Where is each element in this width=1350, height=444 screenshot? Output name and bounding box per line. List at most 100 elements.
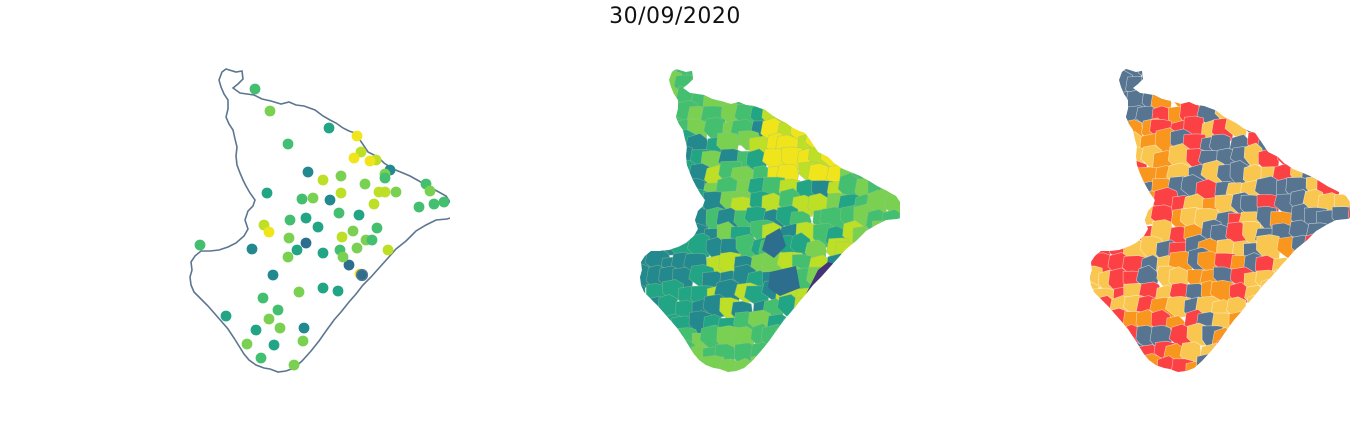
municipality-polygon [820, 330, 849, 355]
municipality-polygon [883, 299, 900, 326]
value-point [428, 198, 440, 210]
municipality-polygon [766, 85, 789, 108]
municipality-polygon [640, 361, 654, 372]
municipality-polygon [884, 105, 900, 131]
municipality-polygon [1276, 354, 1301, 372]
municipality-polygon [640, 69, 651, 84]
value-point [300, 237, 312, 249]
municipality-polygon [821, 131, 848, 154]
municipality-polygon [1090, 327, 1101, 349]
value-point [263, 226, 275, 238]
municipality-polygon [855, 283, 881, 308]
municipality-polygon [1258, 73, 1283, 96]
municipality-polygon [1200, 87, 1222, 108]
municipality-polygon [839, 69, 868, 77]
cont-municipalities [625, 69, 900, 399]
value-point [337, 251, 349, 263]
municipality-polygon [717, 69, 741, 85]
municipality-polygon [1303, 232, 1328, 258]
municipality-polygon [640, 84, 655, 110]
municipality-polygon [852, 264, 878, 291]
municipality-polygon [1090, 209, 1100, 235]
municipality-polygon [691, 72, 716, 96]
municipality-polygon [674, 374, 699, 399]
municipality-polygon [1245, 326, 1272, 353]
municipality-polygon [1106, 106, 1129, 127]
municipality-polygon [750, 69, 776, 77]
municipality-polygon [1228, 73, 1252, 101]
municipality-polygon [1104, 207, 1128, 235]
municipality-polygon [1090, 342, 1106, 372]
municipality-polygon [825, 358, 848, 372]
value-point [353, 209, 365, 221]
municipality-polygon [879, 86, 900, 108]
municipality-polygon [640, 296, 648, 324]
value-point [268, 339, 280, 351]
municipality-polygon [1090, 355, 1108, 372]
municipality-polygon [675, 339, 696, 367]
municipality-polygon [1321, 284, 1346, 306]
value-point [413, 201, 425, 213]
municipality-polygon [1090, 177, 1105, 199]
municipality-polygon [1090, 296, 1104, 321]
municipality-polygon [1239, 356, 1261, 372]
municipality-polygon [1106, 115, 1128, 142]
municipality-polygon [1258, 369, 1282, 372]
municipality-polygon [1227, 369, 1250, 372]
municipality-polygon [1274, 100, 1299, 126]
municipality-polygon [1151, 70, 1179, 96]
value-point [335, 170, 347, 182]
municipality-polygon [1091, 87, 1119, 114]
municipality-polygon [1270, 309, 1295, 335]
municipality-polygon [1092, 75, 1118, 101]
municipality-polygon [1304, 307, 1327, 333]
value-point [274, 322, 286, 334]
municipality-polygon [641, 343, 667, 368]
value-point [312, 221, 324, 233]
municipality-polygon [1109, 135, 1137, 160]
municipality-polygon [640, 206, 664, 227]
municipality-polygon [1090, 176, 1116, 199]
municipality-polygon [811, 313, 832, 341]
value-point [307, 192, 319, 204]
municipality-polygon [672, 209, 697, 235]
municipality-polygon [1090, 189, 1099, 219]
value-point [283, 232, 295, 244]
municipality-polygon [643, 135, 670, 160]
municipality-polygon [1335, 295, 1350, 317]
municipality-polygon [1093, 323, 1118, 353]
municipality-polygon [643, 190, 666, 216]
municipality-polygon [672, 361, 696, 372]
municipality-polygon [1277, 298, 1298, 329]
municipality-polygon [640, 104, 662, 129]
municipality-polygon [1111, 371, 1134, 372]
municipality-polygon [1315, 301, 1338, 327]
municipality-polygon [1245, 309, 1271, 336]
municipality-polygon [1216, 82, 1241, 107]
municipality-polygon [1258, 277, 1282, 307]
municipality-polygon [1090, 118, 1097, 139]
municipality-polygon [819, 118, 848, 147]
municipality-polygon [640, 356, 665, 372]
municipality-polygon [1096, 342, 1121, 363]
municipality-polygon [825, 314, 851, 339]
municipality-polygon [1111, 359, 1135, 372]
municipality-polygon [1202, 370, 1226, 372]
municipality-polygon [870, 326, 896, 351]
municipality-polygon [625, 373, 647, 394]
municipality-polygon [751, 367, 775, 372]
value-point [288, 359, 300, 371]
municipality-polygon [796, 101, 823, 126]
municipality-polygon [1107, 340, 1132, 365]
municipality-polygon [795, 73, 822, 98]
municipality-polygon [640, 159, 655, 186]
municipality-polygon [1304, 267, 1326, 293]
municipality-polygon [836, 92, 858, 114]
municipality-polygon [1344, 145, 1350, 166]
value-point [300, 212, 312, 224]
municipality-polygon [1256, 234, 1281, 260]
municipality-polygon [1321, 359, 1349, 372]
municipality-polygon [1334, 269, 1350, 294]
municipality-polygon [655, 327, 679, 353]
municipality-polygon [1286, 69, 1310, 82]
